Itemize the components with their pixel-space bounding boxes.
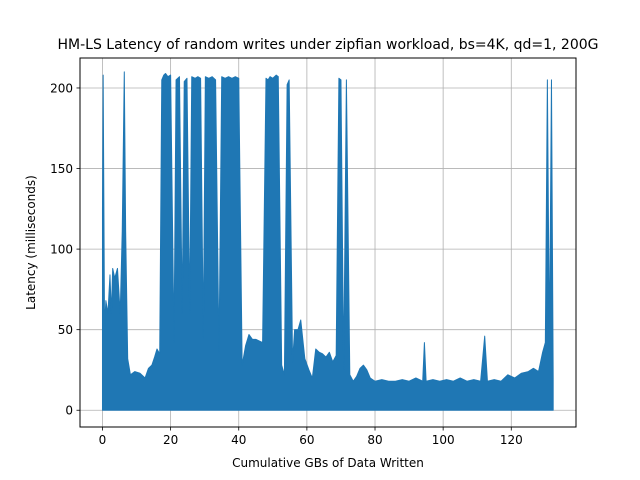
y-tick-label: 100 — [50, 242, 73, 256]
x-tick-label: 0 — [99, 433, 107, 447]
y-tick-label: 200 — [50, 81, 73, 95]
chart-title: HM-LS Latency of random writes under zip… — [58, 37, 599, 53]
x-tick-label: 100 — [432, 433, 455, 447]
x-tick-label: 60 — [299, 433, 314, 447]
x-tick-label: 80 — [367, 433, 382, 447]
y-axis-label: Latency (milliseconds) — [24, 175, 38, 310]
x-tick-label: 120 — [500, 433, 523, 447]
x-axis: 0 20 40 60 80 100 120 — [99, 427, 523, 447]
x-axis-label: Cumulative GBs of Data Written — [232, 456, 424, 470]
series-line — [101, 71, 554, 411]
series-latency — [101, 71, 554, 411]
plot-frame — [79, 57, 577, 428]
y-tick-label: 0 — [65, 404, 73, 418]
x-tick-label: 20 — [163, 433, 178, 447]
y-tick-label: 50 — [58, 323, 73, 337]
y-tick-label: 150 — [50, 162, 73, 176]
x-tick-label: 40 — [231, 433, 246, 447]
y-axis: 0 50 100 150 200 — [50, 81, 80, 418]
